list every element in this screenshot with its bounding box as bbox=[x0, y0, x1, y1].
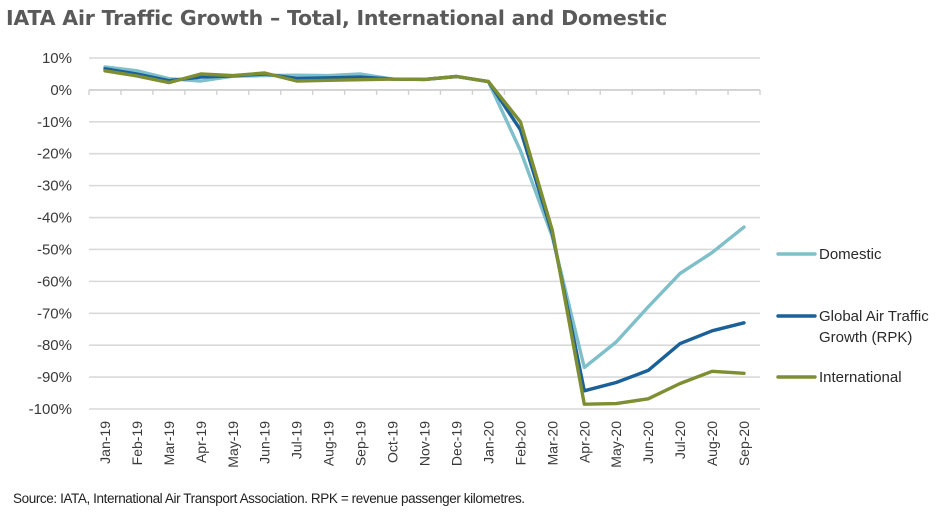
x-tick-label: Jan-20 bbox=[480, 421, 496, 464]
y-tick-label: -50% bbox=[37, 241, 72, 258]
gridlines bbox=[89, 57, 760, 410]
legend-item: Domestic bbox=[776, 246, 882, 263]
x-tick-label: May-19 bbox=[225, 421, 241, 468]
x-tick-label: Mar-19 bbox=[161, 421, 177, 466]
legend: Domestic Global Air Traffic Growth (RPK) In… bbox=[776, 246, 929, 386]
x-tick-label: Jul-20 bbox=[672, 421, 688, 459]
x-tick-label: Mar-20 bbox=[544, 421, 560, 466]
legend-label: Domestic bbox=[819, 246, 882, 263]
y-tick-label: -20% bbox=[37, 146, 72, 163]
x-tick-label: Feb-20 bbox=[512, 421, 528, 466]
x-tick-label: Nov-19 bbox=[417, 421, 433, 466]
x-tick-label: Feb-19 bbox=[129, 421, 145, 466]
chart-title: IATA Air Traffic Growth – Total, Interna… bbox=[6, 6, 668, 30]
legend-item: Global Air Traffic Growth (RPK) bbox=[776, 308, 929, 346]
x-tick-label: Jun-20 bbox=[640, 421, 656, 464]
y-tick-label: 0% bbox=[50, 82, 72, 99]
y-tick-label: -40% bbox=[37, 210, 72, 227]
legend-label: Global Air Traffic bbox=[819, 308, 929, 325]
x-axis: Jan-19 Feb-19 Mar-19 Apr-19 May-19 Jun-19 Jul-… bbox=[88, 89, 761, 468]
series-lines bbox=[103, 65, 746, 406]
legend-label: Growth (RPK) bbox=[819, 329, 912, 346]
x-tick-label: Jul-19 bbox=[289, 421, 305, 459]
source-note: Source: IATA, International Air Transpor… bbox=[13, 491, 525, 506]
x-tick-label: Apr-20 bbox=[576, 421, 592, 463]
x-tick-label: Dec-19 bbox=[448, 421, 464, 466]
y-tick-label: -30% bbox=[37, 178, 72, 195]
y-axis: 10% 0% -10% -20% -30% -40% -50% -60% -70% -80% -90… bbox=[29, 50, 72, 418]
y-tick-label: -10% bbox=[37, 114, 72, 131]
y-tick-label: -90% bbox=[37, 369, 72, 386]
series-line-global-air-traffic-growth-rpk bbox=[103, 67, 746, 393]
legend-label: International bbox=[819, 369, 902, 386]
y-tick-label: -80% bbox=[37, 337, 72, 354]
x-tick-label: Oct-19 bbox=[385, 421, 401, 463]
x-tick-label: Sep-20 bbox=[736, 421, 752, 466]
x-tick-label: Jan-19 bbox=[97, 421, 113, 464]
y-tick-label: -100% bbox=[29, 401, 72, 418]
x-tick-label: Jun-19 bbox=[257, 421, 273, 464]
series-line-international bbox=[103, 69, 746, 406]
y-tick-label: -70% bbox=[37, 305, 72, 322]
x-tick-label: Sep-19 bbox=[353, 421, 369, 466]
x-tick-label: Aug-20 bbox=[704, 421, 720, 466]
x-tick-label: Aug-19 bbox=[321, 421, 337, 466]
y-tick-label: 10% bbox=[42, 50, 72, 67]
legend-item: International bbox=[776, 369, 902, 386]
x-tick-label: Apr-19 bbox=[193, 421, 209, 463]
y-tick-label: -60% bbox=[37, 273, 72, 290]
x-tick-label: May-20 bbox=[608, 421, 624, 468]
